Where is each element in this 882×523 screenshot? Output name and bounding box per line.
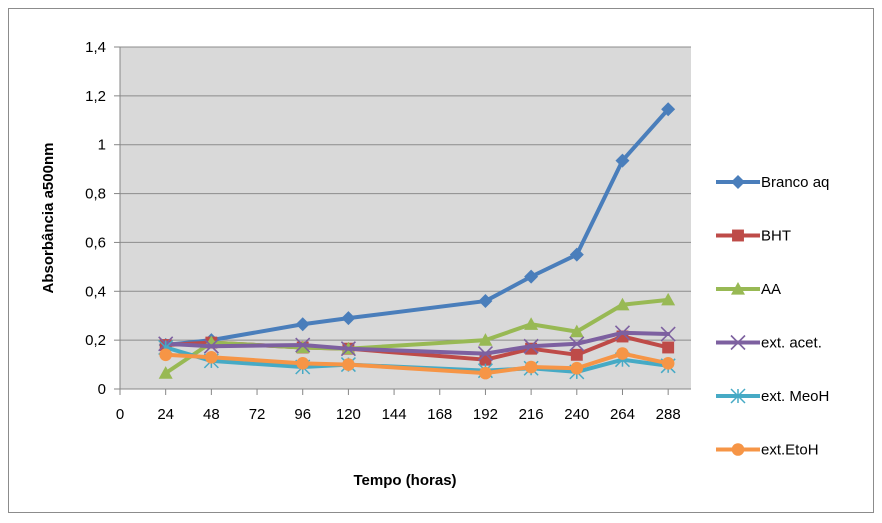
data-point-diamond bbox=[478, 294, 493, 309]
x-tick-label: 48 bbox=[203, 406, 220, 423]
y-tick-label: 0,4 bbox=[85, 283, 106, 300]
legend-label: ext. MeoH bbox=[761, 388, 829, 405]
data-point-circle bbox=[342, 358, 355, 371]
legend-item: BHT bbox=[716, 228, 791, 245]
y-axis-ticks: 0 0,2 0,4 0,6 0,8 1 1,2 1,4 bbox=[85, 39, 120, 398]
data-point-triangle bbox=[569, 324, 584, 338]
data-point-x bbox=[523, 338, 539, 354]
data-point-diamond bbox=[615, 153, 630, 168]
data-point-square bbox=[570, 348, 583, 361]
legend-label: AA bbox=[761, 281, 781, 298]
legend-item: ext. MeoH bbox=[716, 388, 829, 405]
axes bbox=[119, 47, 691, 390]
data-point-diamond bbox=[569, 247, 584, 262]
data-point-x bbox=[660, 326, 676, 342]
gridlines bbox=[120, 46, 691, 341]
data-point-star bbox=[730, 388, 746, 404]
legend: Branco aq BHT AA ext. acet. ext. MeoH ext.Eto… bbox=[716, 174, 829, 459]
legend-item: ext. acet. bbox=[716, 335, 822, 352]
data-point-diamond bbox=[661, 102, 676, 117]
data-point-square bbox=[616, 330, 629, 343]
data-point-x bbox=[477, 346, 494, 362]
data-point-x bbox=[295, 337, 311, 353]
series-ext-etoh bbox=[159, 347, 675, 380]
data-point-triangle bbox=[731, 282, 745, 295]
legend-label: ext. acet. bbox=[761, 335, 822, 352]
data-point-x bbox=[569, 336, 585, 352]
x-tick-label: 240 bbox=[564, 406, 589, 423]
y-tick-label: 1,4 bbox=[85, 39, 106, 56]
data-point-square bbox=[662, 341, 675, 354]
data-point-circle bbox=[159, 348, 172, 362]
x-tick-label: 168 bbox=[427, 406, 452, 423]
data-point-circle bbox=[205, 350, 218, 364]
data-point-triangle bbox=[615, 297, 630, 311]
data-point-square bbox=[525, 342, 538, 355]
y-tick-label: 0,2 bbox=[85, 332, 106, 349]
data-point-diamond bbox=[731, 175, 745, 189]
data-point-circle bbox=[731, 443, 745, 456]
legend-label: BHT bbox=[761, 228, 791, 245]
x-tick-label: 288 bbox=[656, 406, 681, 423]
x-tick-label: 24 bbox=[157, 406, 174, 423]
data-point-circle bbox=[570, 361, 584, 375]
x-axis-ticks: 0 24 48 72 96 120 144 168 192 216 240 264 288 bbox=[116, 389, 681, 423]
data-point-x bbox=[730, 334, 746, 351]
x-tick-label: 72 bbox=[249, 406, 266, 423]
y-tick-label: 0 bbox=[98, 381, 106, 398]
legend-item: AA bbox=[716, 281, 781, 298]
data-point-triangle bbox=[158, 366, 173, 379]
y-axis-title: Absorbância a500nm bbox=[40, 143, 57, 294]
x-tick-label: 120 bbox=[336, 406, 361, 423]
data-point-triangle bbox=[524, 317, 539, 330]
data-point-circle bbox=[616, 347, 629, 360]
data-point-circle bbox=[524, 360, 538, 374]
series-group bbox=[158, 102, 676, 380]
y-tick-label: 1,2 bbox=[85, 88, 106, 105]
legend-label: Branco aq bbox=[761, 174, 829, 191]
x-tick-label: 264 bbox=[610, 406, 635, 423]
x-tick-label: 0 bbox=[116, 406, 124, 423]
x-tick-label: 216 bbox=[519, 406, 544, 423]
data-point-x bbox=[614, 325, 631, 341]
legend-item: Branco aq bbox=[716, 174, 829, 191]
legend-item: ext.EtoH bbox=[716, 442, 819, 459]
x-axis-title: Tempo (horas) bbox=[353, 472, 456, 489]
x-tick-label: 192 bbox=[473, 406, 498, 423]
series-ext-acet bbox=[158, 325, 676, 362]
x-tick-label: 96 bbox=[294, 406, 311, 423]
x-tick-label: 144 bbox=[382, 406, 407, 423]
data-point-circle bbox=[296, 357, 310, 370]
data-point-x bbox=[340, 341, 356, 357]
y-tick-label: 0,8 bbox=[85, 186, 106, 203]
data-point-diamond bbox=[524, 269, 539, 284]
data-point-circle bbox=[661, 357, 675, 370]
y-tick-label: 0,6 bbox=[85, 234, 106, 251]
data-point-triangle bbox=[661, 292, 676, 306]
data-point-triangle bbox=[478, 333, 493, 346]
data-point-diamond bbox=[295, 317, 310, 332]
legend-label: ext.EtoH bbox=[761, 442, 819, 459]
data-point-square bbox=[732, 229, 744, 242]
data-point-diamond bbox=[341, 311, 356, 326]
y-tick-label: 1 bbox=[98, 137, 106, 154]
data-point-circle bbox=[479, 366, 492, 380]
data-point-square bbox=[479, 353, 492, 366]
data-point-x bbox=[203, 338, 219, 354]
